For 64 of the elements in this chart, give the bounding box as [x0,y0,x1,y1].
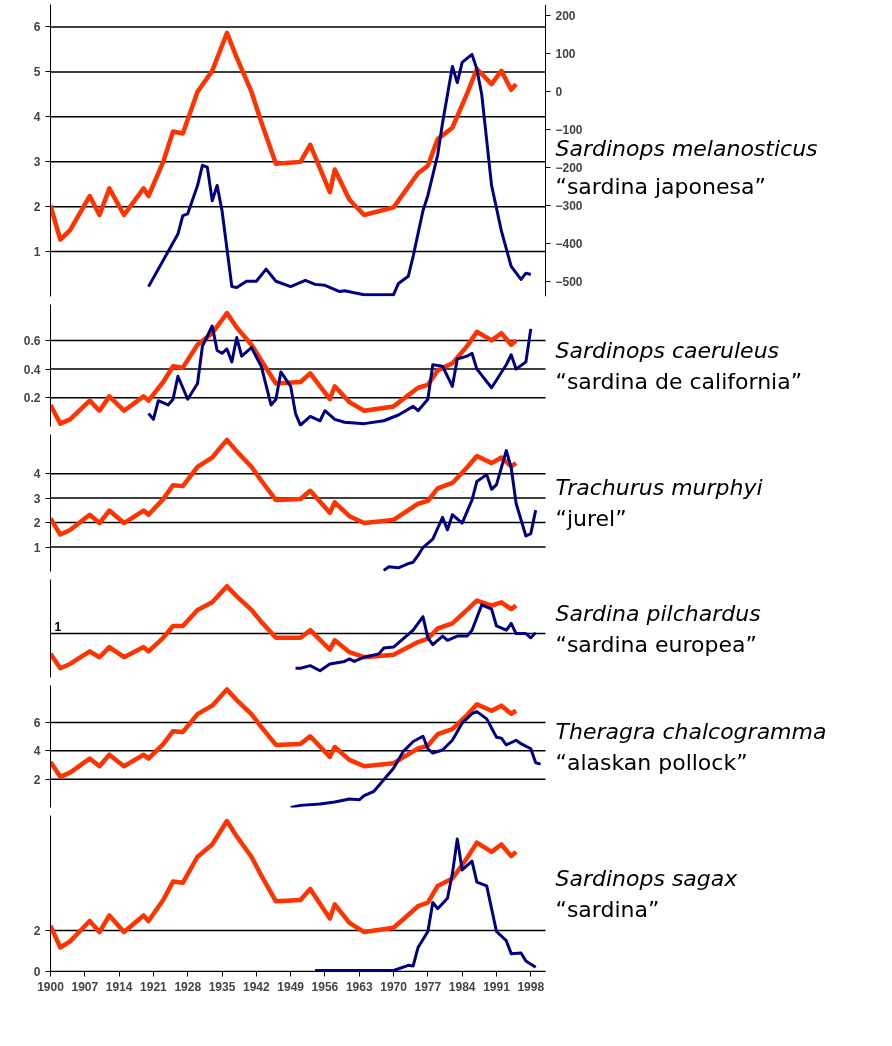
y2-tick-label: 100 [555,47,576,62]
line-series [147,324,533,427]
y-tick-label: 4 [33,110,41,125]
text: Sardinops sagax [555,865,739,891]
text: Sardinops caeruleus [555,337,780,363]
text: “jurel” [555,506,627,531]
x-tick-label: 1949 [277,979,305,994]
y-tick-label: 0.2 [23,391,41,406]
text: “sardina de california” [555,368,803,394]
y2-tick-label: −200 [555,161,583,176]
text: Theragra chalcogramma [555,718,827,744]
line-series [50,818,519,950]
line-series [50,30,519,242]
y2-tick-label: −100 [555,123,583,138]
y-tick-label: 2 [33,200,41,215]
line-series [50,437,519,537]
x-tick-label: 1900 [37,979,65,994]
x-tick-label: 1970 [380,979,408,994]
x-tick-label: 1998 [517,979,545,994]
x-tick-label: 1963 [345,979,373,994]
text: “sardina europea” [555,631,757,657]
text: “sardina japonesa” [555,174,766,200]
line-series [382,449,538,572]
y-tick-label: 5 [33,65,41,80]
y-tick-label: 0.6 [23,333,41,348]
line-series [50,310,519,426]
x-tick-label: 1991 [483,979,511,994]
y-tick-label: 1 [33,540,41,555]
text: Trachurus murphyi [555,475,763,500]
y-tick-label: 2 [33,516,41,531]
y-tick-label: 3 [33,491,41,506]
y-tick-label: 1 [33,245,41,260]
annotation: 1 [54,619,62,634]
x-tick-label: 1914 [105,979,133,994]
y-tick-label: 3 [33,155,41,170]
x-tick-label: 1928 [174,979,202,994]
y-tick-label: 6 [33,715,41,730]
line-series [289,710,543,808]
x-tick-label: 1977 [414,979,442,994]
y-tick-label: 2 [33,772,41,787]
y-tick-label: 4 [33,467,41,482]
x-tick-label: 1935 [208,979,236,994]
y-tick-label: 0.4 [23,362,41,377]
x-tick-label: 1907 [71,979,99,994]
x-tick-label: 1956 [311,979,339,994]
text: “alaskan pollock” [555,749,748,775]
text: Sardina pilchardus [555,600,761,626]
text: Sardinops melanosticus [555,136,818,162]
x-tick-label: 1921 [140,979,168,994]
y2-tick-label: −400 [555,236,583,251]
y2-tick-label: −500 [555,274,583,289]
y-tick-label: 4 [33,744,41,759]
y-tick-label: 6 [33,20,41,35]
y2-tick-label: 200 [555,9,576,24]
line-series [147,52,533,297]
y2-tick-label: 0 [555,85,563,100]
y-tick-label: 0 [33,965,41,979]
text: “sardina” [555,896,660,922]
x-tick-label: 1942 [242,979,271,994]
line-series [50,687,519,780]
line-series [313,837,538,972]
y-tick-label: 2 [33,923,41,938]
y2-tick-label: −300 [555,198,583,213]
x-tick-label: 1984 [448,979,476,994]
